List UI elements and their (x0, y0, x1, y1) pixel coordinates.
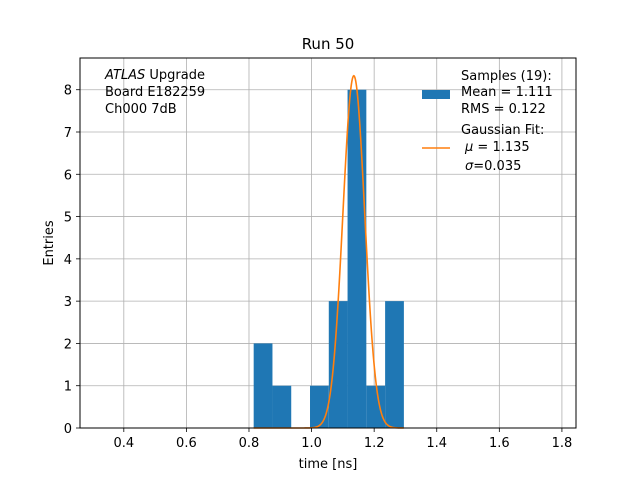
x-tick-label: 0.4 (113, 436, 134, 451)
legend-fit-title: Gaussian Fit: (461, 123, 544, 138)
y-axis-label: Entries (42, 220, 57, 266)
x-tick-label: 0.8 (239, 436, 260, 451)
legend-fit-sigma-value: =0.035 (473, 159, 521, 174)
chart-title: Run 50 (302, 35, 355, 53)
y-tick-label: 0 (64, 422, 72, 437)
x-tick-label: 1.0 (301, 436, 322, 451)
histogram-bar (310, 385, 329, 428)
annotation-experiment-suffix: Upgrade (145, 68, 205, 83)
x-tick-label: 1.8 (552, 436, 573, 451)
legend-fit-mu-value: = 1.135 (473, 140, 529, 155)
histogram-bar (253, 343, 273, 428)
histogram-bars (253, 89, 404, 428)
plot-frame (79, 57, 577, 429)
y-tick-label: 5 (64, 211, 72, 226)
y-tick-label: 1 (64, 380, 72, 395)
y-tick-label: 8 (64, 84, 72, 99)
axis-ticks: 0.4 0.6 0.8 1.0 1.2 1.4 1.6 1.8 0 1 2 3 4 5 6 7 8 (64, 84, 573, 451)
x-axis-label: time [ns] (299, 457, 358, 472)
x-tick-label: 1.4 (426, 436, 447, 451)
annotation-board: Board E182259 (105, 85, 205, 100)
legend-fit-mu-symbol: μ (464, 140, 473, 155)
legend-fit-sigma: σ=0.035 (465, 159, 521, 174)
annotation-channel: Ch000 7dB (105, 102, 177, 117)
y-tick-label: 6 (64, 168, 72, 183)
legend-samples-swatch (422, 90, 450, 99)
y-tick-label: 3 (64, 295, 72, 310)
histogram-bar (347, 89, 367, 428)
legend-fit-sigma-symbol: σ (465, 159, 474, 174)
annotation-line-1: ATLAS Upgrade (104, 68, 205, 83)
legend-samples-title: Samples (19): (461, 69, 552, 84)
x-tick-label: 0.6 (176, 436, 197, 451)
y-tick-label: 2 (64, 337, 72, 352)
annotation-experiment: ATLAS (104, 68, 145, 83)
histogram-bar (366, 385, 386, 428)
y-tick-label: 4 (64, 253, 72, 268)
legend: Samples (19): Mean = 1.111 RMS = 0.122 G… (422, 69, 553, 174)
legend-samples-mean: Mean = 1.111 (461, 85, 553, 100)
annotation: ATLAS Upgrade Board E182259 Ch000 7dB (104, 68, 205, 117)
y-tick-label: 7 (64, 126, 72, 141)
legend-samples-rms: RMS = 0.122 (461, 102, 546, 117)
x-tick-label: 1.6 (489, 436, 510, 451)
histogram-bar (272, 385, 292, 428)
histogram-bar (328, 301, 348, 428)
legend-fit-mu: μ = 1.135 (464, 140, 530, 155)
x-tick-label: 1.2 (364, 436, 385, 451)
histogram-bar (385, 301, 404, 428)
